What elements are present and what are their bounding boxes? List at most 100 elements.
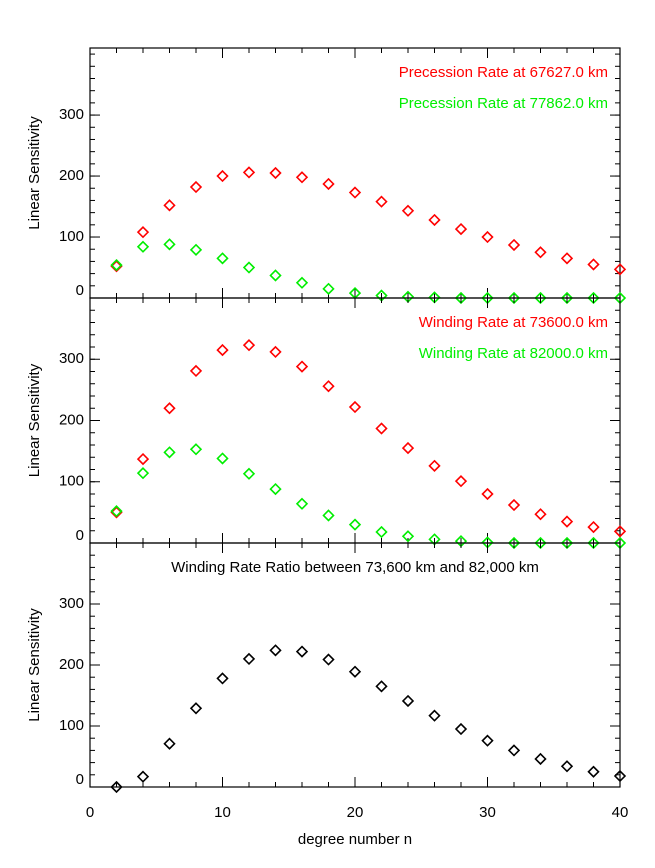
y-tick-label: 100 — [59, 228, 84, 245]
data-point — [269, 269, 282, 282]
data-point — [454, 222, 468, 236]
x-tick-label: 40 — [612, 804, 629, 821]
data-point — [163, 446, 176, 459]
data-point — [242, 652, 256, 666]
data-point — [534, 752, 547, 766]
data-point — [163, 238, 176, 251]
data-point — [613, 769, 627, 783]
data-point — [163, 737, 176, 750]
legend-entry: Winding Rate at 73600.0 km — [419, 314, 608, 331]
data-point — [136, 226, 150, 239]
x-tick-label: 10 — [214, 804, 231, 821]
data-point — [481, 734, 494, 747]
data-point — [295, 360, 309, 373]
y-tick-label: 300 — [59, 350, 84, 367]
y-tick-label: 200 — [59, 167, 84, 184]
data-point — [507, 744, 521, 757]
y-tick-label: 0 — [76, 282, 84, 299]
data-point — [269, 345, 282, 359]
y-tick-label: 200 — [59, 656, 84, 673]
legend-entry: Winding Rate Ratio between 73,600 km and… — [171, 559, 539, 576]
data-point — [242, 467, 256, 480]
data-point — [322, 177, 335, 191]
data-point — [534, 246, 547, 259]
y-tick-label: 0 — [76, 771, 84, 788]
data-point — [110, 780, 123, 794]
y-axis-label: Linear Sensitivity — [26, 116, 43, 230]
data-point — [242, 261, 256, 274]
data-point — [348, 665, 362, 678]
data-point — [587, 258, 600, 271]
data-point — [481, 487, 494, 501]
data-point — [295, 171, 309, 184]
data-point — [428, 709, 441, 722]
data-point — [110, 258, 123, 272]
data-point — [454, 722, 468, 736]
data-point — [348, 400, 362, 414]
y-axis-label: Linear Sensitivity — [26, 363, 43, 477]
plot-frame — [89, 542, 621, 788]
data-point — [375, 195, 388, 208]
data-point — [216, 169, 229, 183]
data-point — [587, 765, 600, 778]
data-point — [136, 770, 150, 783]
data-point — [295, 497, 309, 510]
data-point — [375, 525, 388, 539]
data-point — [322, 653, 335, 666]
data-point — [401, 204, 415, 217]
data-point — [375, 422, 388, 435]
data-point — [507, 238, 521, 252]
x-tick-label: 0 — [86, 804, 94, 821]
data-point — [613, 263, 627, 276]
y-tick-label: 100 — [59, 473, 84, 490]
data-point — [216, 252, 229, 265]
data-point — [110, 505, 123, 518]
data-point — [242, 339, 256, 352]
y-tick-label: 300 — [59, 106, 84, 123]
data-point — [295, 276, 309, 289]
data-point — [560, 760, 574, 773]
data-point — [401, 694, 415, 708]
data-point — [322, 509, 335, 522]
legend-entry: Precession Rate at 77862.0 km — [399, 95, 608, 112]
data-point — [481, 230, 494, 244]
x-tick-label: 20 — [347, 804, 364, 821]
data-point — [136, 452, 150, 466]
data-point — [401, 530, 415, 543]
data-point — [295, 645, 309, 658]
y-tick-label: 300 — [59, 595, 84, 612]
data-point — [189, 243, 203, 256]
data-point — [216, 343, 229, 357]
plot-frame — [89, 297, 621, 544]
data-point — [189, 364, 203, 378]
x-tick-label: 30 — [479, 804, 496, 821]
y-tick-label: 100 — [59, 717, 84, 734]
data-point — [560, 515, 574, 528]
data-point — [216, 452, 229, 465]
data-point — [560, 252, 574, 265]
data-point — [401, 441, 415, 455]
x-axis-label: degree number n — [298, 831, 412, 848]
data-point — [428, 459, 441, 472]
data-point — [534, 508, 547, 521]
data-point — [110, 260, 123, 273]
y-axis-label: Linear Sensitivity — [26, 608, 43, 722]
data-point — [348, 518, 362, 531]
data-point — [189, 180, 203, 194]
data-point — [613, 525, 627, 538]
data-point — [587, 520, 600, 534]
y-tick-label: 0 — [76, 527, 84, 544]
data-point — [163, 199, 176, 212]
legend-entry: Winding Rate at 82000.0 km — [419, 345, 608, 362]
data-point — [269, 482, 282, 496]
data-point — [189, 702, 203, 715]
data-point — [322, 282, 335, 295]
data-point — [348, 186, 362, 199]
data-point — [428, 213, 441, 227]
data-point — [507, 498, 521, 512]
data-point — [375, 680, 388, 693]
data-point — [269, 644, 282, 657]
data-point — [136, 467, 150, 480]
data-point — [242, 166, 256, 179]
